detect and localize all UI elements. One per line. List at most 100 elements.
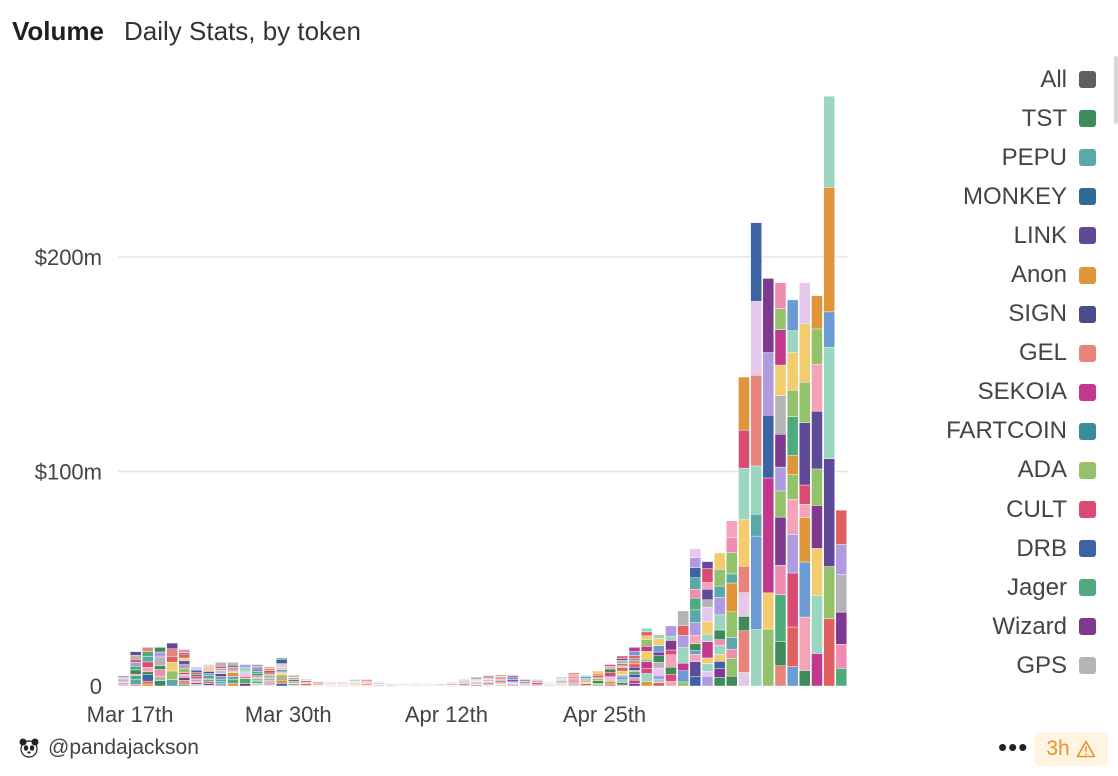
bar-stack[interactable] [312, 681, 324, 687]
bar-stack[interactable] [738, 376, 750, 687]
bar-stack[interactable] [434, 683, 446, 687]
bar-segment [689, 650, 702, 655]
bar-stack[interactable] [835, 509, 848, 687]
bar-segment [129, 669, 142, 675]
bar-stack[interactable] [288, 675, 300, 687]
bar-stack[interactable] [677, 610, 689, 687]
bar-stack[interactable] [470, 677, 482, 687]
bar-stack[interactable] [567, 672, 580, 687]
bar-stack[interactable] [531, 679, 543, 687]
bar-stack[interactable] [519, 679, 531, 687]
bar-stack[interactable] [689, 548, 702, 687]
bar-segment [604, 668, 616, 673]
bar-stack[interactable] [178, 649, 191, 687]
bar-stack[interactable] [799, 282, 811, 687]
bar-stack[interactable] [373, 681, 385, 687]
bar-stack[interactable] [786, 299, 799, 687]
more-dots-icon[interactable]: ••• [998, 732, 1029, 762]
bar-segment [385, 683, 397, 685]
bar-stack[interactable] [726, 520, 738, 687]
bar-stack[interactable] [494, 675, 507, 687]
bar-stack[interactable] [251, 664, 264, 687]
bar-stack[interactable] [507, 675, 519, 687]
legend-item[interactable]: MONKEY [876, 177, 1096, 216]
bar-stack[interactable] [275, 657, 288, 687]
bar-stack[interactable] [227, 662, 239, 687]
bar-stack[interactable] [458, 679, 470, 687]
legend-item[interactable]: All [876, 60, 1096, 99]
bar-stack[interactable] [665, 625, 677, 687]
bar-stack[interactable] [324, 681, 336, 687]
legend-item[interactable]: SIGN [876, 295, 1096, 334]
bar-stack[interactable] [117, 675, 130, 687]
bar-segment [275, 674, 288, 680]
bar-stack[interactable] [762, 278, 775, 687]
bar-stack[interactable] [202, 664, 215, 687]
legend-item[interactable]: Wizard [876, 607, 1096, 646]
legend-item[interactable]: FARTCOIN [876, 412, 1096, 451]
legend-item[interactable]: GEL [876, 334, 1096, 373]
legend-item[interactable]: ADA [876, 451, 1096, 490]
chart-subtitle: Daily Stats, by token [123, 16, 361, 46]
legend-scrollbar[interactable] [1114, 56, 1118, 124]
bar-segment [239, 664, 251, 668]
bar-segment [275, 672, 288, 676]
bar-segment [799, 422, 811, 486]
bar-stack[interactable] [555, 677, 568, 687]
bar-stack[interactable] [713, 552, 726, 687]
legend-item[interactable]: DRB [876, 529, 1096, 568]
bar-stack[interactable] [348, 679, 361, 687]
author-handle[interactable]: @pandajackson [48, 736, 199, 759]
bar-stack[interactable] [129, 651, 142, 687]
bar-segment [129, 655, 142, 660]
bar-stack[interactable] [300, 679, 312, 687]
bar-stack[interactable] [409, 683, 422, 687]
bar-segment [263, 670, 276, 674]
bar-stack[interactable] [823, 95, 835, 687]
bar-stack[interactable] [263, 666, 276, 687]
bar-stack[interactable] [701, 561, 714, 687]
bar-segment [567, 676, 580, 679]
legend-swatch [1079, 657, 1096, 675]
legend-item[interactable]: CULT [876, 490, 1096, 529]
bar-stack[interactable] [190, 666, 203, 687]
bar-segment [202, 664, 215, 668]
bar-stack[interactable] [750, 222, 762, 687]
legend-swatch [1079, 227, 1096, 245]
legend-item[interactable]: Anon [876, 255, 1096, 294]
age-badge[interactable]: 3h [1034, 732, 1108, 766]
legend-item[interactable]: Jager [876, 568, 1096, 607]
bar-stack[interactable] [215, 662, 227, 687]
bar-stack[interactable] [336, 681, 349, 687]
bar-stack[interactable] [592, 670, 604, 687]
bar-stack[interactable] [811, 295, 823, 687]
bar-stack[interactable] [397, 683, 409, 687]
bar-segment [750, 375, 762, 467]
legend-item[interactable]: PEPU [876, 138, 1096, 177]
bar-stack[interactable] [482, 675, 495, 687]
bar-stack[interactable] [628, 647, 641, 687]
bar-stack[interactable] [361, 679, 373, 687]
bar-stack[interactable] [446, 681, 458, 687]
bar-stack[interactable] [774, 282, 787, 687]
bar-stack[interactable] [543, 681, 556, 687]
bar-stack[interactable] [166, 642, 178, 687]
bar-stack[interactable] [616, 655, 629, 687]
x-tick-label: Apr 25th [563, 702, 646, 727]
bar-stack[interactable] [239, 664, 251, 687]
bar-stack[interactable] [653, 634, 665, 687]
bar-stack[interactable] [421, 683, 434, 687]
bar-stack[interactable] [580, 675, 592, 687]
bar-segment [604, 672, 616, 677]
bar-stack[interactable] [154, 647, 166, 687]
panda-icon [19, 738, 39, 758]
bar-stack[interactable] [385, 683, 397, 687]
legend-item[interactable]: LINK [876, 216, 1096, 255]
legend-item[interactable]: SEKOIA [876, 373, 1096, 412]
bar-stack[interactable] [640, 627, 653, 687]
legend-item[interactable]: GPS [876, 646, 1096, 685]
bar-stack[interactable] [142, 647, 154, 687]
bar-stack[interactable] [604, 664, 616, 687]
legend-item[interactable]: TST [876, 99, 1096, 138]
bar-segment [202, 669, 215, 672]
